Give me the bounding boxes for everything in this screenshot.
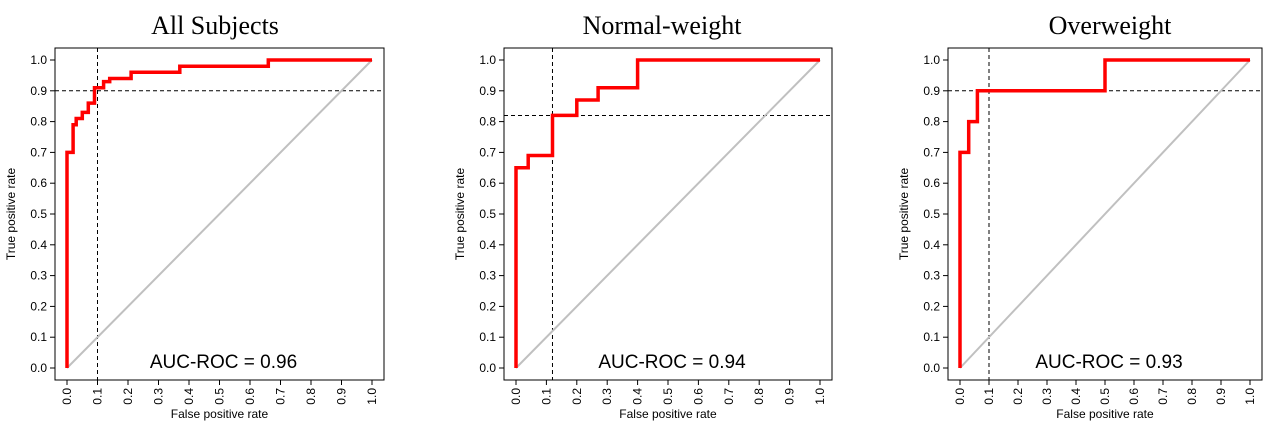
x-axis-label: False positive rate xyxy=(171,407,269,421)
y-tick-label: 0.4 xyxy=(30,238,47,252)
y-tick-label: 0.4 xyxy=(479,238,496,252)
x-tick-label: 1.0 xyxy=(813,388,827,405)
y-tick-label: 0.7 xyxy=(30,145,47,159)
y-tick-label: 0.2 xyxy=(923,299,940,313)
y-tick-label: 0.6 xyxy=(30,176,47,190)
x-tick-label: 0.1 xyxy=(982,388,996,405)
x-tick-label: 0.6 xyxy=(1127,388,1141,405)
y-tick-label: 0.8 xyxy=(923,115,940,129)
x-tick-label: 0.4 xyxy=(1069,388,1083,405)
roc-curve xyxy=(65,58,372,368)
y-axis-label: True positive rate xyxy=(4,168,18,261)
auc-annotation: AUC-ROC = 0.94 xyxy=(598,352,746,373)
y-tick-label: 0.0 xyxy=(923,361,940,375)
y-tick-label: 0.8 xyxy=(30,115,47,129)
x-tick-label: 0.7 xyxy=(1156,388,1170,405)
x-tick-label: 0.5 xyxy=(213,388,227,405)
y-tick-label: 0.7 xyxy=(923,145,940,159)
x-tick-label: 0.1 xyxy=(91,388,105,405)
y-tick-label: 0.4 xyxy=(923,238,940,252)
x-tick-label: 0.8 xyxy=(752,388,766,405)
x-tick-label: 0.8 xyxy=(304,388,318,405)
y-tick-label: 0.9 xyxy=(30,84,47,98)
x-tick-label: 0.3 xyxy=(1040,388,1054,405)
y-axis-label: True positive rate xyxy=(453,168,467,261)
y-tick-label: 0.1 xyxy=(30,330,47,344)
roc-panel-overweight: False positive rate True positive rate 0… xyxy=(897,11,1263,421)
y-tick-label: 0.6 xyxy=(923,176,940,190)
y-tick-label: 0.2 xyxy=(30,299,47,313)
x-tick-label: 1.0 xyxy=(1243,388,1257,405)
chart-title: Overweight xyxy=(1049,11,1173,40)
x-tick-label: 0.9 xyxy=(783,388,797,405)
x-tick-label: 0.1 xyxy=(539,388,553,405)
x-axis-label: False positive rate xyxy=(619,407,717,421)
y-axis-label: True positive rate xyxy=(897,168,911,261)
y-tick-label: 0.5 xyxy=(923,207,940,221)
y-tick-label: 0.3 xyxy=(923,269,940,283)
y-tick-label: 0.0 xyxy=(479,361,496,375)
y-tick-label: 0.3 xyxy=(479,269,496,283)
y-tick-label: 1.0 xyxy=(923,53,940,67)
x-tick-label: 0.0 xyxy=(60,388,74,405)
auc-annotation: AUC-ROC = 0.96 xyxy=(150,352,297,373)
y-tick-label: 1.0 xyxy=(479,53,496,67)
y-tick-label: 0.6 xyxy=(479,176,496,190)
chance-diagonal xyxy=(66,59,373,369)
y-tick-label: 0.1 xyxy=(479,330,496,344)
chance-diagonal xyxy=(959,59,1251,369)
roc-curve xyxy=(514,58,820,368)
y-tick-label: 0.5 xyxy=(30,207,47,221)
y-tick-label: 1.0 xyxy=(30,53,47,67)
roc-panel-normal-weight: False positive rate True positive rate 0… xyxy=(453,11,833,421)
chart-title: All Subjects xyxy=(151,11,279,40)
x-tick-label: 0.7 xyxy=(274,388,288,405)
y-tick-label: 0.1 xyxy=(923,330,940,344)
x-tick-label: 0.0 xyxy=(953,388,967,405)
x-tick-label: 0.2 xyxy=(121,388,135,405)
x-tick-label: 0.7 xyxy=(722,388,736,405)
y-tick-label: 0.9 xyxy=(923,84,940,98)
x-tick-label: 0.4 xyxy=(631,388,645,405)
x-tick-label: 0.8 xyxy=(1185,388,1199,405)
y-tick-label: 0.0 xyxy=(30,361,47,375)
x-tick-label: 0.2 xyxy=(570,388,584,405)
x-tick-label: 0.5 xyxy=(661,388,675,405)
y-tick-label: 0.9 xyxy=(479,84,496,98)
x-axis-label: False positive rate xyxy=(1056,407,1154,421)
x-tick-label: 0.6 xyxy=(243,388,257,405)
chart-title: Normal-weight xyxy=(583,11,743,40)
chance-diagonal xyxy=(515,59,821,369)
y-tick-label: 0.7 xyxy=(479,145,496,159)
roc-panel-all-subjects: False positive rate True positive rate 0… xyxy=(4,11,385,421)
auc-annotation: AUC-ROC = 0.93 xyxy=(1035,352,1182,373)
x-tick-label: 0.6 xyxy=(691,388,705,405)
y-tick-label: 0.2 xyxy=(479,299,496,313)
roc-curve xyxy=(958,58,1250,368)
x-tick-label: 0.3 xyxy=(152,388,166,405)
y-tick-label: 0.8 xyxy=(479,115,496,129)
y-tick-label: 0.3 xyxy=(30,269,47,283)
x-tick-label: 0.5 xyxy=(1098,388,1112,405)
x-tick-label: 0.3 xyxy=(600,388,614,405)
x-tick-label: 0.4 xyxy=(182,388,196,405)
x-tick-label: 0.2 xyxy=(1011,388,1025,405)
x-tick-label: 0.9 xyxy=(1214,388,1228,405)
x-tick-label: 0.9 xyxy=(335,388,349,405)
x-tick-label: 1.0 xyxy=(365,388,379,405)
x-tick-label: 0.0 xyxy=(509,388,523,405)
y-tick-label: 0.5 xyxy=(479,207,496,221)
